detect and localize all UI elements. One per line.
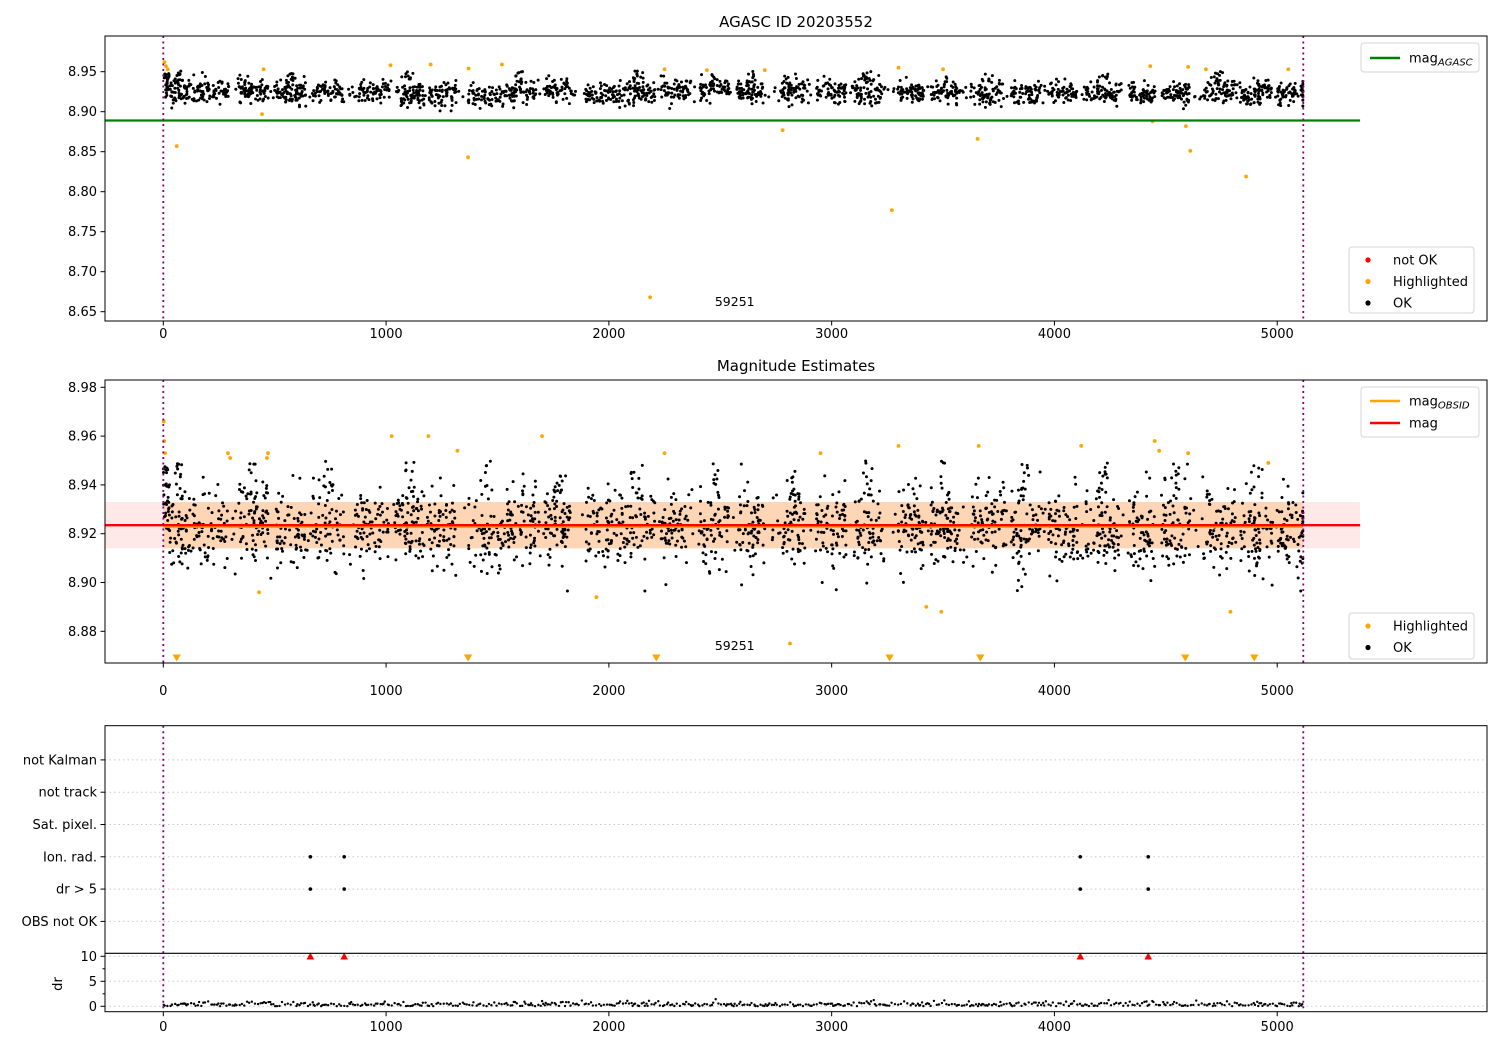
dr-tick-label: 0 <box>89 1000 97 1015</box>
legend-point-status: Highlighted OK <box>1349 613 1474 659</box>
y-tick-label: 8.92 <box>68 527 97 542</box>
x-tick-label: 1000 <box>370 1020 403 1035</box>
y-tick-label: 8.88 <box>68 625 97 640</box>
x-tick-label: 0 <box>159 684 167 699</box>
y-tick-label: 8.85 <box>68 145 97 160</box>
legend-label: OK <box>1393 297 1412 312</box>
x-tick-label: 1000 <box>370 684 403 699</box>
flag-category-label: Ion. rad. <box>43 850 97 865</box>
flag-category-label: not Kalman <box>23 753 97 768</box>
y-tick-label: 8.90 <box>68 105 97 120</box>
legend-label: not OK <box>1393 254 1438 269</box>
y-tick-label: 8.98 <box>68 381 97 396</box>
y-tick-label: 8.80 <box>68 185 97 200</box>
flag-category-label: dr > 5 <box>56 883 97 898</box>
y-tick-label: 8.75 <box>68 225 97 240</box>
y-tick-label: 8.70 <box>68 265 97 280</box>
legend-label: OK <box>1393 641 1412 656</box>
legend-point-status: not OK Highlighted OK <box>1349 247 1474 313</box>
x-tick-label: 4000 <box>1038 327 1071 342</box>
obsid-annotation: 59251 <box>715 294 755 309</box>
y-tick-label: 8.95 <box>68 65 97 80</box>
legend-mag-agasc: magAGASC <box>1361 43 1479 72</box>
y-tick-label: 8.96 <box>68 430 97 445</box>
legend-label: Highlighted <box>1393 275 1468 290</box>
obsid-annotation: 59251 <box>715 638 755 653</box>
x-tick-label: 2000 <box>592 327 625 342</box>
x-tick-label: 5000 <box>1261 684 1294 699</box>
legend-label: Highlighted <box>1393 620 1468 635</box>
dr-tick-label: 5 <box>89 975 97 990</box>
y-tick-label: 8.65 <box>68 305 97 320</box>
dr-tick-label: 10 <box>80 950 97 965</box>
x-tick-label: 1000 <box>370 327 403 342</box>
flag-category-label: OBS not OK <box>22 915 98 930</box>
x-tick-label: 4000 <box>1038 684 1071 699</box>
x-tick-label: 2000 <box>592 1020 625 1035</box>
y-tick-label: 8.90 <box>68 576 97 591</box>
y-tick-label: 8.94 <box>68 478 97 493</box>
plot1-title: AGASC ID 20203552 <box>719 13 873 31</box>
x-tick-label: 0 <box>159 327 167 342</box>
flag-category-label: not track <box>38 786 97 801</box>
x-tick-label: 3000 <box>815 684 848 699</box>
x-tick-label: 0 <box>159 1020 167 1035</box>
x-tick-label: 4000 <box>1038 1020 1071 1035</box>
x-tick-label: 2000 <box>592 684 625 699</box>
x-tick-label: 3000 <box>815 1020 848 1035</box>
x-tick-label: 3000 <box>815 327 848 342</box>
plot2-title: Magnitude Estimates <box>717 357 875 375</box>
dr-axis-label: dr <box>51 977 66 991</box>
legend-label: mag <box>1409 417 1438 432</box>
x-tick-label: 5000 <box>1261 1020 1294 1035</box>
flag-category-label: Sat. pixel. <box>33 818 97 833</box>
x-tick-label: 5000 <box>1261 327 1294 342</box>
